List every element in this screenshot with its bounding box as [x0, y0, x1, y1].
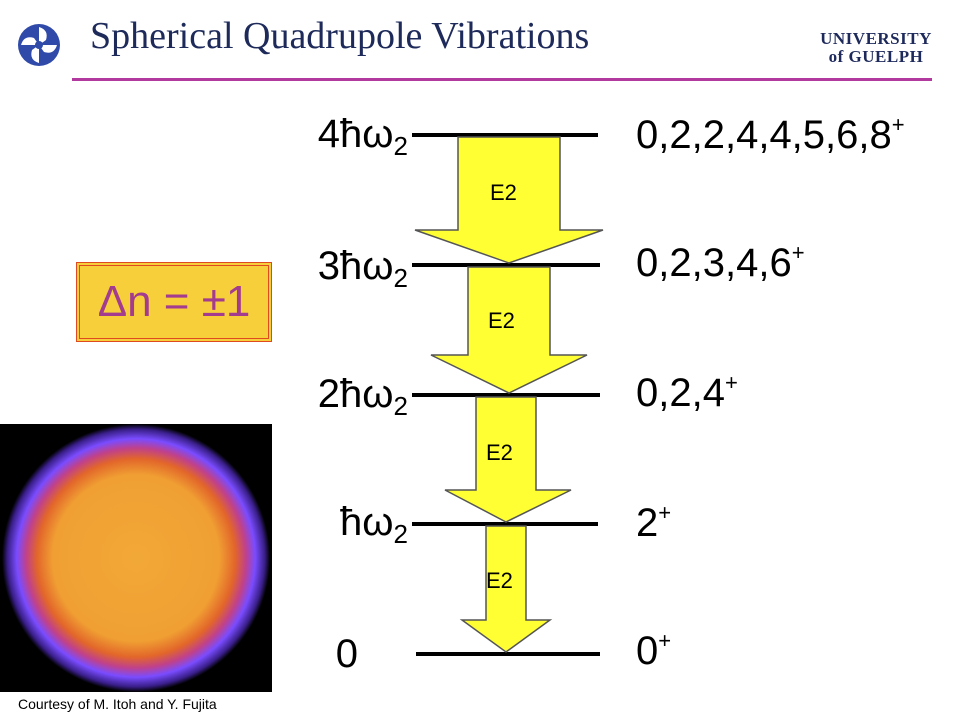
page-title: Spherical Quadrupole Vibrations [90, 15, 590, 57]
transition-arrow-1-0 [459, 525, 553, 653]
transition-label: E2 [490, 180, 517, 205]
spin-parity-label: 0,2,4+ [636, 370, 738, 415]
university-logo: UNIVERSITY of GUELPH [818, 30, 934, 65]
transition-arrow-3-2 [430, 266, 588, 394]
spin-parity-label: 0+ [636, 628, 672, 673]
spin-parity-label: 0,2,3,4,6+ [636, 240, 805, 285]
spin-parity-label: 2+ [636, 500, 672, 545]
selection-rule-box: Δn = ±1 [76, 262, 272, 342]
vibrating-nucleus-picture [0, 424, 272, 692]
image-credit: Courtesy of M. Itoh and Y. Fujita [18, 696, 217, 712]
transition-label: E2 [486, 568, 513, 593]
university-logo-line1: UNIVERSITY [820, 29, 932, 48]
energy-label: 2ħω2 [317, 372, 408, 421]
spin-parity-label: 0,2,2,4,4,5,6,8+ [636, 112, 905, 157]
energy-label: ħω2 [340, 500, 408, 549]
energy-label: 3ħω2 [317, 244, 408, 293]
energy-label: 4ħω2 [317, 112, 408, 161]
university-logo-line2: of GUELPH [828, 47, 924, 66]
title-divider [72, 78, 932, 81]
transition-label: E2 [488, 308, 515, 333]
transition-arrow-2-1 [444, 396, 572, 523]
transition-label: E2 [486, 440, 513, 465]
pinwheel-logo-icon [18, 24, 60, 66]
selection-rule-text: Δn = ±1 [97, 277, 251, 326]
energy-label: 0 [335, 632, 358, 676]
nucleus-image [0, 424, 272, 692]
transition-arrow-4-3 [414, 136, 604, 264]
